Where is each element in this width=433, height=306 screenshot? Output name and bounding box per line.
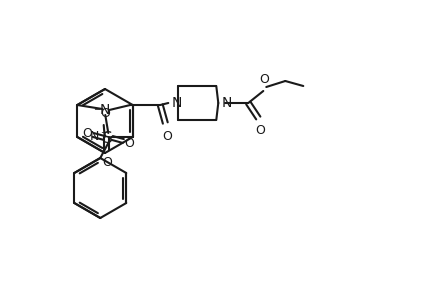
Text: O: O bbox=[259, 73, 269, 86]
Text: N: N bbox=[100, 103, 110, 117]
Text: N: N bbox=[221, 96, 232, 110]
Text: O: O bbox=[82, 126, 92, 140]
Text: O: O bbox=[162, 130, 172, 143]
Text: $^{-}$O: $^{-}$O bbox=[93, 107, 112, 120]
Text: N: N bbox=[171, 96, 182, 110]
Text: O: O bbox=[102, 156, 112, 169]
Text: S: S bbox=[103, 130, 113, 145]
Text: O: O bbox=[255, 124, 265, 137]
Text: N$^+$: N$^+$ bbox=[89, 129, 109, 145]
Text: O: O bbox=[124, 136, 134, 150]
